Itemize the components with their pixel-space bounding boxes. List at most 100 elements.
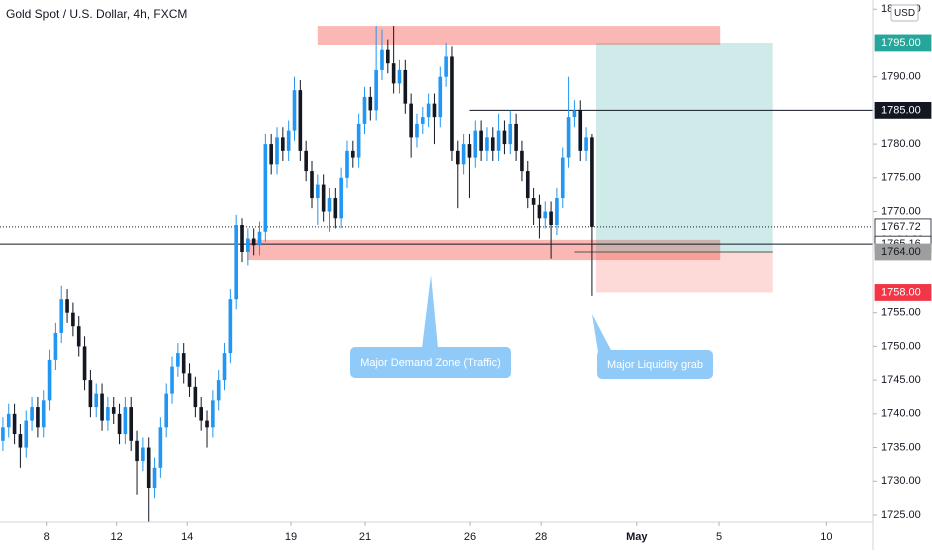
x-tick-label: 8 xyxy=(44,531,50,543)
candle-body xyxy=(351,150,355,158)
candle-body xyxy=(397,69,402,84)
price-label-box xyxy=(874,101,932,119)
currency-badge xyxy=(890,4,919,22)
candle-body xyxy=(298,90,303,151)
candle-body xyxy=(549,211,553,226)
candle-body xyxy=(59,299,64,333)
candle-body xyxy=(578,110,583,151)
candle-body xyxy=(257,231,262,246)
candle-body xyxy=(6,413,11,428)
candle-body xyxy=(327,198,332,212)
candle-body xyxy=(345,150,349,178)
x-tick-label: 28 xyxy=(535,531,547,543)
candle-body xyxy=(426,103,431,118)
candle-body xyxy=(455,150,460,165)
candle-body xyxy=(479,130,483,151)
candle-body xyxy=(420,117,425,124)
candle-body xyxy=(531,198,536,205)
candle-body xyxy=(467,144,472,158)
candle-body xyxy=(432,103,437,118)
zone xyxy=(595,251,773,293)
candle-body xyxy=(339,177,343,219)
candle-body xyxy=(362,96,367,124)
x-tick-label: 19 xyxy=(285,531,297,543)
candle-body xyxy=(246,238,250,252)
candle-body xyxy=(94,393,99,408)
zone xyxy=(317,26,721,45)
price-label: 1795.00 xyxy=(881,37,921,49)
x-tick-label: 26 xyxy=(464,531,476,543)
candle-body xyxy=(415,123,419,138)
chart-title: Gold Spot / U.S. Dollar, 4h, FXCM xyxy=(6,7,187,21)
candle-body xyxy=(176,353,180,367)
candle-body xyxy=(496,130,501,151)
currency: USD xyxy=(894,8,915,19)
callout-pointer xyxy=(592,314,612,352)
candle-body xyxy=(473,130,478,158)
candle-body xyxy=(584,137,588,151)
candle-body xyxy=(170,366,174,394)
candle-body xyxy=(199,407,204,421)
candle-body xyxy=(141,447,145,462)
candle-body xyxy=(310,171,314,199)
candle-body xyxy=(461,144,466,165)
callout-text: Major Liquidity grab xyxy=(607,359,703,371)
candle-body xyxy=(187,373,192,387)
candle-body xyxy=(502,130,507,145)
price-label-box xyxy=(874,243,932,261)
candle-body xyxy=(555,198,559,226)
candle-body xyxy=(537,204,542,219)
candle-body xyxy=(158,427,163,468)
candle-body xyxy=(450,56,454,151)
candle-body xyxy=(47,359,52,401)
candle-body xyxy=(286,130,291,151)
x-tick-label: 10 xyxy=(820,531,832,543)
callout-box xyxy=(597,350,713,379)
candle-body xyxy=(263,144,268,232)
x-tick-label: 21 xyxy=(359,531,371,543)
candle-body xyxy=(380,49,384,70)
candle-body xyxy=(146,447,151,489)
candle-body xyxy=(275,137,279,165)
candle-body xyxy=(572,110,577,118)
candle-body xyxy=(438,76,443,118)
y-tick-label: 1770.00 xyxy=(881,205,921,217)
callout-pointer xyxy=(422,275,438,348)
candle-body xyxy=(65,299,69,313)
candle-body xyxy=(111,407,116,414)
candle-body xyxy=(304,150,308,172)
price-axis: 1725.00 1730.00 1735.00 1740.00 1745.00 1750.… xyxy=(873,3,932,521)
y-tick-label: 1735.00 xyxy=(881,441,921,453)
candle-body xyxy=(152,467,157,489)
candle-body xyxy=(391,63,396,84)
callout-text: Major Demand Zone (Traffic) xyxy=(360,357,501,369)
candle-body xyxy=(560,157,565,199)
candle-body xyxy=(514,123,518,151)
plot-area xyxy=(0,26,873,522)
y-tick-label: 1730.00 xyxy=(881,475,921,487)
y-tick-label: 1745.00 xyxy=(881,374,921,386)
candle-body xyxy=(281,137,285,151)
candle-body xyxy=(508,123,513,145)
candle-body xyxy=(76,326,81,347)
candle-body xyxy=(490,137,495,151)
candle-body xyxy=(24,420,29,448)
candle-body xyxy=(106,407,110,421)
callout-demand: Major Demand Zone (Traffic) xyxy=(350,275,511,378)
candle-body xyxy=(100,393,104,421)
candle-body xyxy=(129,407,134,441)
candle-body xyxy=(88,380,93,408)
y-tick-label: 1755.00 xyxy=(881,307,921,319)
zone xyxy=(247,239,721,261)
candle-body xyxy=(409,103,413,138)
candle-body xyxy=(321,184,326,212)
candle-body xyxy=(316,184,320,199)
candle-body xyxy=(36,407,40,428)
candle-body xyxy=(251,238,256,246)
candle-body xyxy=(12,413,17,435)
candle-body xyxy=(205,420,209,428)
x-tick-label: May xyxy=(626,531,648,543)
